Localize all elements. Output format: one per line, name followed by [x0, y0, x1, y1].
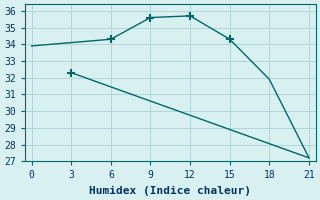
X-axis label: Humidex (Indice chaleur): Humidex (Indice chaleur): [89, 186, 251, 196]
